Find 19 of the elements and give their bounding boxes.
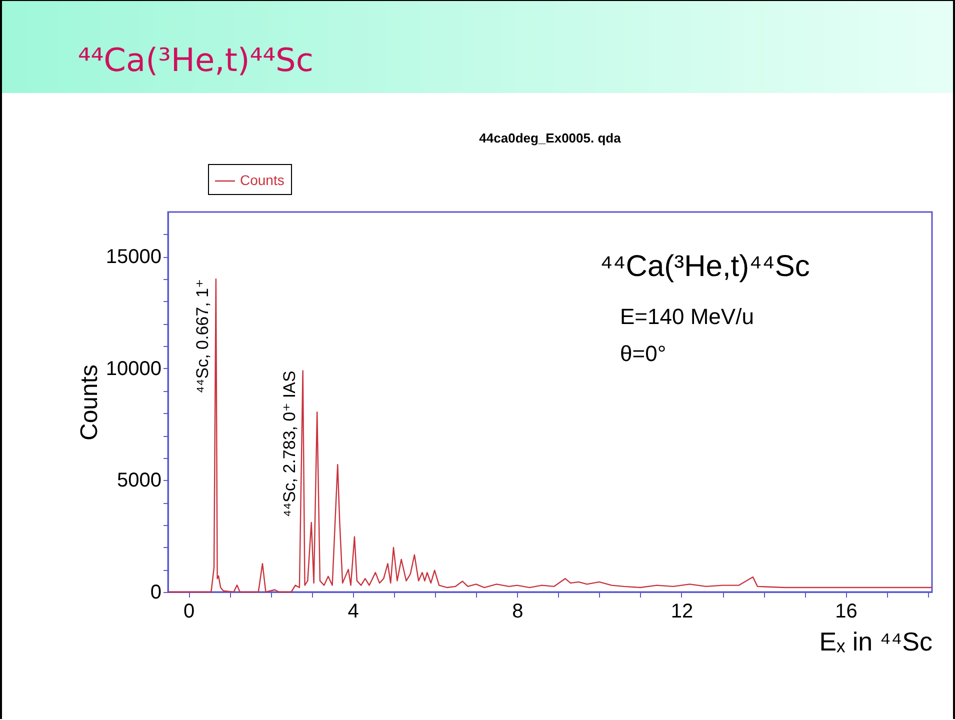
y-tick-label: 15000 — [106, 246, 162, 268]
annotation: ⁴⁴Ca(³He,t)⁴⁴Sc — [600, 250, 810, 283]
chart-title: ⁴⁴Ca(³He,t)⁴⁴Sc — [78, 41, 314, 79]
legend-label: Counts — [240, 172, 284, 188]
x-tick-label: 0 — [183, 600, 195, 622]
x-tick-label: 12 — [670, 600, 694, 622]
x-axis-title: Eₓ in ⁴⁴Sc — [819, 626, 932, 656]
y-axis-title: Counts — [76, 364, 103, 441]
chart-subtitle: 44ca0deg_Ex0005. qda — [479, 130, 622, 146]
annotation: E=140 MeV/u — [620, 304, 754, 329]
annotation: θ=0° — [620, 341, 666, 366]
x-tick-label: 8 — [512, 600, 524, 622]
x-tick-label: 16 — [835, 600, 858, 622]
x-tick-label: 4 — [348, 600, 359, 622]
annotation: ⁴⁴Sc, 0.667, 1⁺ — [192, 279, 212, 394]
y-tick-label: 5000 — [117, 470, 162, 492]
y-tick-label: 0 — [150, 582, 162, 604]
y-tick-label: 10000 — [106, 358, 162, 380]
annotation: ⁴⁴Sc, 2.783, 0⁺ IAS — [280, 370, 299, 518]
